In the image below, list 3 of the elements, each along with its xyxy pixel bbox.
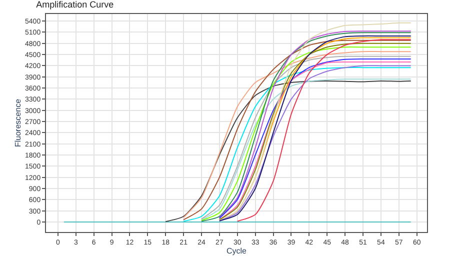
x-axis-title: Cycle xyxy=(226,246,248,256)
y-axis-title: Fluorescence xyxy=(14,98,23,148)
chart-title: Amplification Curve xyxy=(36,0,114,10)
